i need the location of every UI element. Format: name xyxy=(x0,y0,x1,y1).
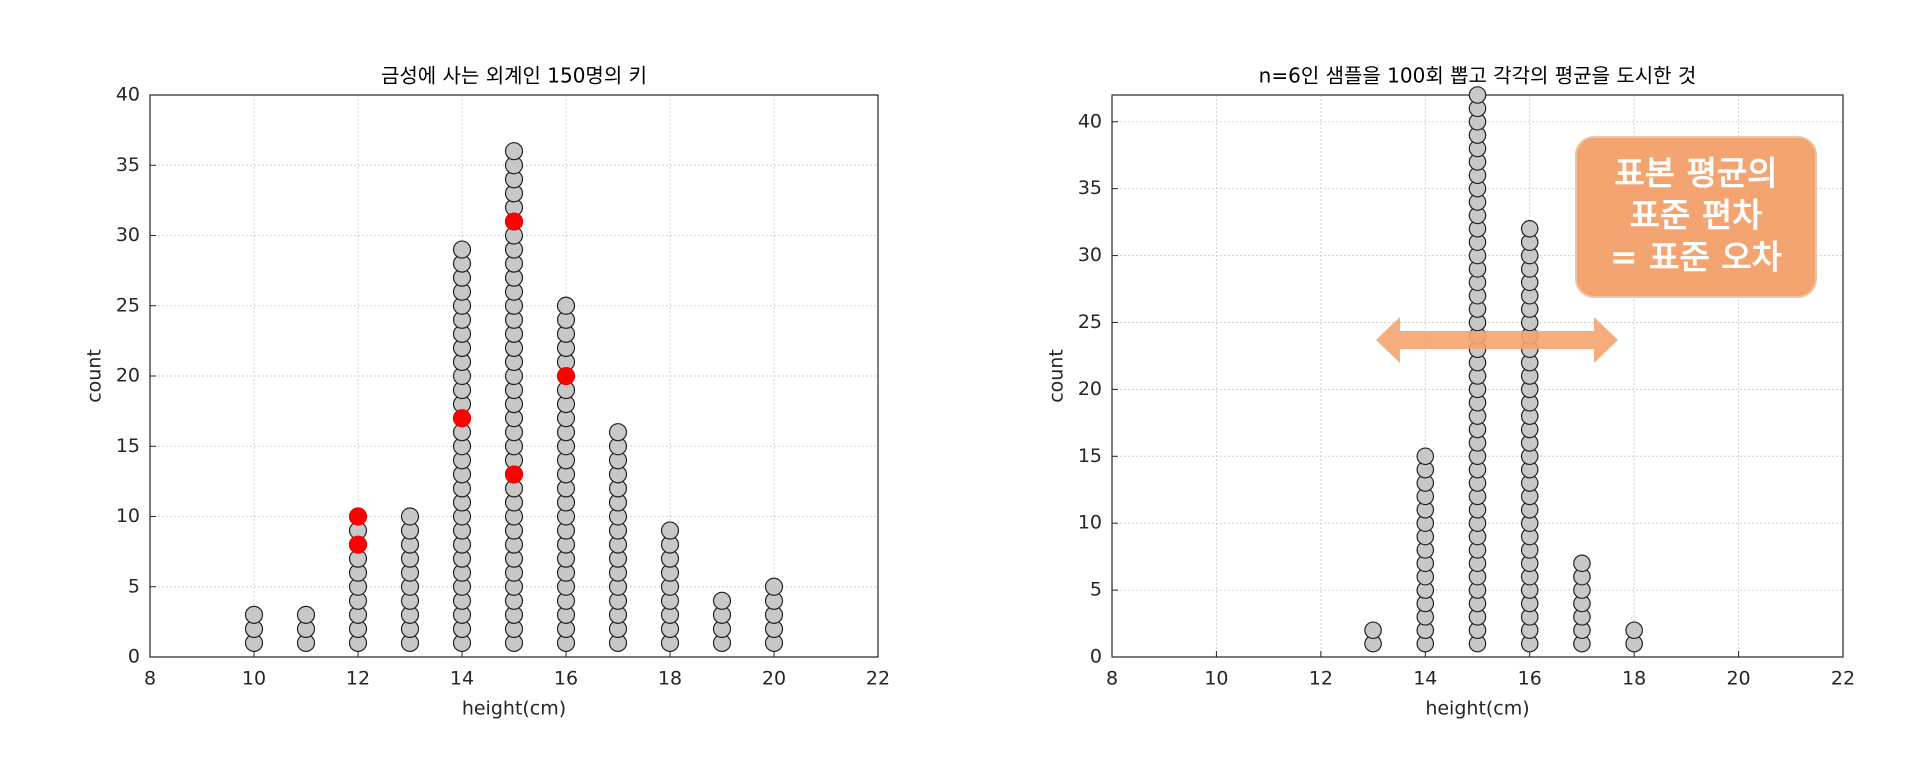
dot xyxy=(1625,621,1643,640)
x-axis-label: height(cm) xyxy=(462,698,566,720)
x-tick-label: 20 xyxy=(762,668,786,690)
dot xyxy=(244,605,264,624)
highlight-dot xyxy=(505,465,523,484)
annotation-text: 표준 편차 xyxy=(1630,196,1764,235)
y-tick-label: 25 xyxy=(1078,311,1102,333)
x-tick-label: 14 xyxy=(1413,668,1437,690)
x-tick-label: 22 xyxy=(1831,668,1855,690)
highlight-dot xyxy=(349,507,367,526)
dot xyxy=(504,142,524,161)
y-tick-label: 20 xyxy=(116,365,140,387)
y-tick-label: 0 xyxy=(128,646,140,668)
highlight-dot xyxy=(557,367,575,385)
highlight-dot xyxy=(453,409,471,428)
x-tick-label: 18 xyxy=(1622,668,1646,690)
dot xyxy=(660,521,680,540)
x-tick-label: 16 xyxy=(554,668,578,690)
x-tick-label: 8 xyxy=(1106,668,1118,690)
x-tick-label: 20 xyxy=(1726,668,1750,690)
double-arrow xyxy=(1376,317,1618,363)
dot xyxy=(1364,621,1382,640)
dot xyxy=(400,507,420,526)
x-tick-label: 12 xyxy=(346,668,370,690)
y-tick-label: 15 xyxy=(116,435,140,457)
chart-title: n=6인 샘플을 100회 뽑고 각각의 평균을 도시한 것 xyxy=(1259,64,1697,88)
dot xyxy=(1416,447,1435,466)
y-tick-label: 15 xyxy=(1078,445,1102,467)
y-tick-label: 30 xyxy=(1078,244,1102,266)
x-tick-label: 22 xyxy=(866,668,890,690)
chart-title: 금성에 사는 외계인 150명의 키 xyxy=(381,64,647,88)
x-tick-label: 12 xyxy=(1309,668,1333,690)
y-tick-label: 10 xyxy=(1078,512,1102,534)
annotation-box xyxy=(1575,136,1817,298)
y-tick-label: 30 xyxy=(116,224,140,246)
x-tick-label: 16 xyxy=(1518,668,1542,690)
y-tick-label: 0 xyxy=(1090,646,1102,668)
dot xyxy=(556,296,576,315)
dot xyxy=(764,577,784,596)
y-tick-label: 10 xyxy=(116,505,140,527)
x-tick-label: 10 xyxy=(242,668,266,690)
y-axis-label: count xyxy=(84,349,106,403)
y-tick-label: 25 xyxy=(116,294,140,316)
y-tick-label: 35 xyxy=(116,154,140,176)
y-tick-label: 5 xyxy=(1090,579,1102,601)
dot xyxy=(452,240,472,259)
dot xyxy=(712,591,732,610)
dot xyxy=(608,423,628,442)
y-tick-label: 35 xyxy=(1078,177,1102,199)
y-tick-label: 40 xyxy=(1078,110,1102,132)
y-tick-label: 20 xyxy=(1078,378,1102,400)
y-axis-label: count xyxy=(1046,349,1068,403)
x-tick-label: 14 xyxy=(450,668,474,690)
x-axis-label: height(cm) xyxy=(1425,698,1529,720)
annotation-text: = 표준 오차 xyxy=(1610,238,1783,277)
y-tick-label: 5 xyxy=(128,575,140,597)
x-tick-label: 8 xyxy=(144,668,156,690)
dot xyxy=(1573,554,1591,573)
annotation-text: 표본 평균의 xyxy=(1614,154,1777,193)
highlight-dot xyxy=(349,535,367,554)
y-tick-label: 40 xyxy=(116,84,140,106)
x-tick-label: 18 xyxy=(658,668,682,690)
x-tick-label: 10 xyxy=(1204,668,1228,690)
dot xyxy=(1468,86,1487,104)
highlight-dot xyxy=(505,212,523,231)
dot xyxy=(1520,220,1539,238)
dot xyxy=(296,605,316,624)
axes-frame xyxy=(149,94,879,658)
